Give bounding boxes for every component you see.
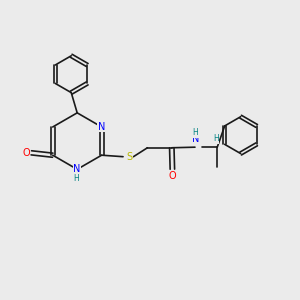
Text: H: H	[213, 134, 219, 143]
Text: H: H	[193, 128, 198, 137]
Text: S: S	[126, 152, 132, 162]
Text: N: N	[74, 164, 81, 174]
Text: N: N	[98, 122, 105, 132]
Text: O: O	[22, 148, 30, 158]
Text: N: N	[192, 134, 199, 144]
Text: H: H	[73, 174, 79, 183]
Text: O: O	[169, 171, 176, 181]
